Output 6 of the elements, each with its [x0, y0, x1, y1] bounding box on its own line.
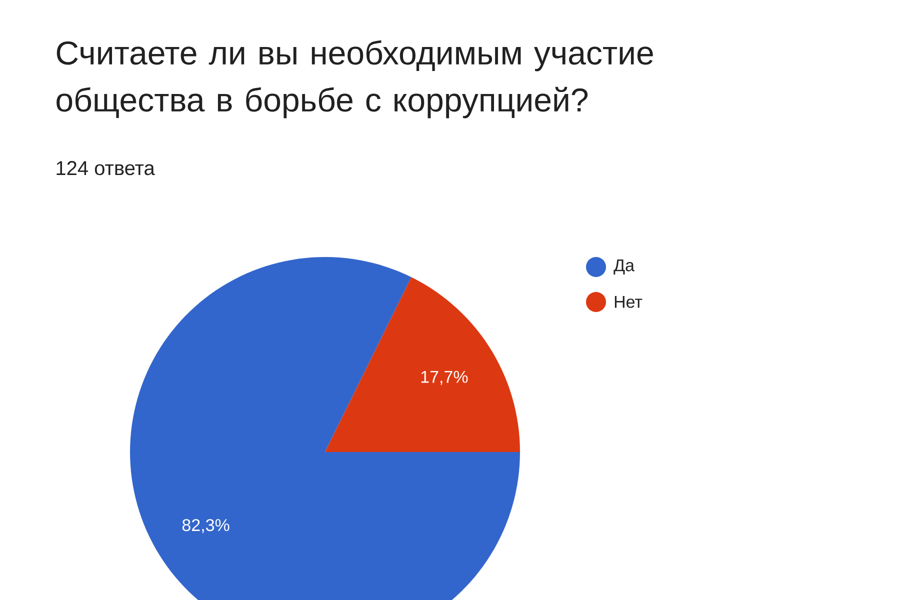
chart-title: Считаете ли вы необходимым участие общества в борьбе с коррупцией?	[56, 40, 653, 118]
chart-subtitle: 124 ответа	[56, 161, 155, 176]
data-label: 17,7%	[421, 370, 468, 385]
legend-label: Да	[614, 259, 635, 275]
legend-label: Нет	[614, 296, 642, 308]
data-label: 82,3%	[182, 519, 230, 534]
